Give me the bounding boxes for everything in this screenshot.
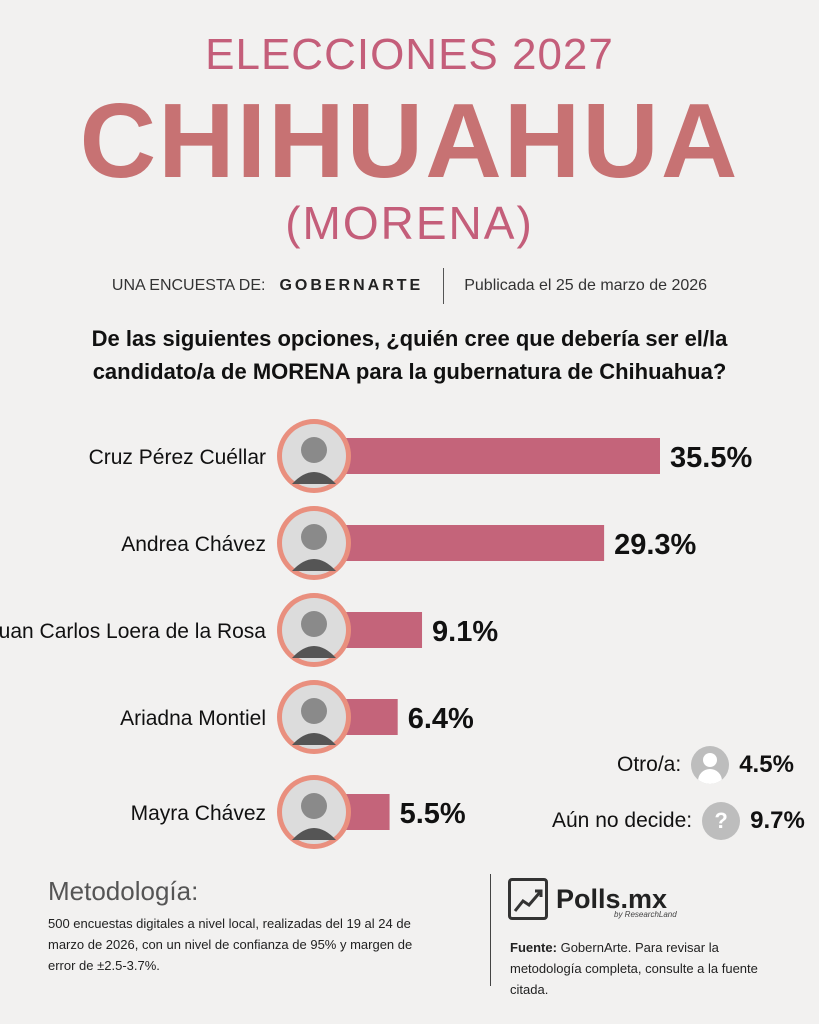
avatar-shoulders-2 — [292, 646, 336, 658]
party-subtitle: (MORENA) — [285, 197, 534, 249]
bar-chart: Cruz Pérez Cuéllar 35.5% Andrea Chávez 29.3… — [0, 419, 752, 849]
source-note: Fuente: GobernArte. Para revisar la meto… — [510, 938, 790, 1000]
survey-question: De las siguientes opciones, ¿quién cree … — [91, 326, 728, 384]
avatar-shoulders-4 — [292, 828, 336, 840]
avatar-head-0 — [301, 437, 327, 463]
avatar-shoulders-0 — [292, 472, 336, 484]
chart-logo-icon — [508, 878, 548, 920]
aside-undecided: Aún no decide: ? 9.7% — [552, 802, 805, 840]
category-label-2: Juan Carlos Loera de la Rosa — [0, 620, 266, 643]
methodology-title: Metodología: — [48, 876, 199, 906]
avatar-head-4 — [301, 793, 327, 819]
logo-name: Polls.mx — [556, 883, 668, 914]
bar-0 — [340, 438, 660, 474]
aside-undecided-label: Aún no decide: — [552, 809, 693, 832]
logo-sub: by ResearchLand — [614, 910, 677, 919]
byline: UNA ENCUESTA DE: GOBERNARTE Publicada el… — [0, 268, 819, 304]
aside-other-label: Otro/a: — [617, 753, 682, 776]
aside-other-value: 4.5% — [739, 751, 794, 778]
avatar-head-2 — [301, 611, 327, 637]
footer-divider — [490, 874, 491, 986]
source-text: GobernArte. Para revisar la metodología … — [510, 940, 758, 997]
methodology-text: 500 encuestas digitales a nivel local, r… — [48, 916, 413, 973]
bar-2 — [340, 612, 423, 648]
source-label: Fuente: — [510, 940, 557, 955]
byline-divider — [443, 268, 445, 304]
value-label-2: 9.1% — [432, 616, 498, 648]
avatar-head-1 — [301, 524, 327, 550]
main-title: CHIHUAHUA — [79, 82, 740, 200]
kicker-title: ELECCIONES 2027 — [205, 30, 614, 79]
value-label-4: 5.5% — [400, 798, 466, 830]
byline-prefix: UNA ENCUESTA DE: — [111, 277, 266, 294]
category-label-3: Ariadna Montiel — [120, 707, 266, 730]
value-label-0: 35.5% — [670, 442, 752, 474]
byline-brand: GOBERNARTE — [279, 277, 424, 294]
value-label-1: 29.3% — [614, 529, 696, 561]
aside-other: Otro/a: 4.5% — [617, 746, 794, 784]
category-label-4: Mayra Chávez — [131, 802, 266, 825]
person-icon — [691, 746, 730, 784]
avatar-head-3 — [301, 698, 327, 724]
category-label-0: Cruz Pérez Cuéllar — [89, 446, 266, 469]
avatar-shoulders-1 — [292, 559, 336, 571]
aside-undecided-value: 9.7% — [750, 807, 805, 834]
avatar-shoulders-3 — [292, 733, 336, 745]
value-label-3: 6.4% — [408, 703, 474, 735]
category-label-1: Andrea Chávez — [121, 533, 266, 556]
polls-logo: Polls.mx — [508, 878, 667, 920]
byline-published: Publicada el 25 de marzo de 2026 — [464, 277, 708, 294]
question-icon: ? — [702, 802, 741, 840]
bar-1 — [340, 525, 605, 561]
